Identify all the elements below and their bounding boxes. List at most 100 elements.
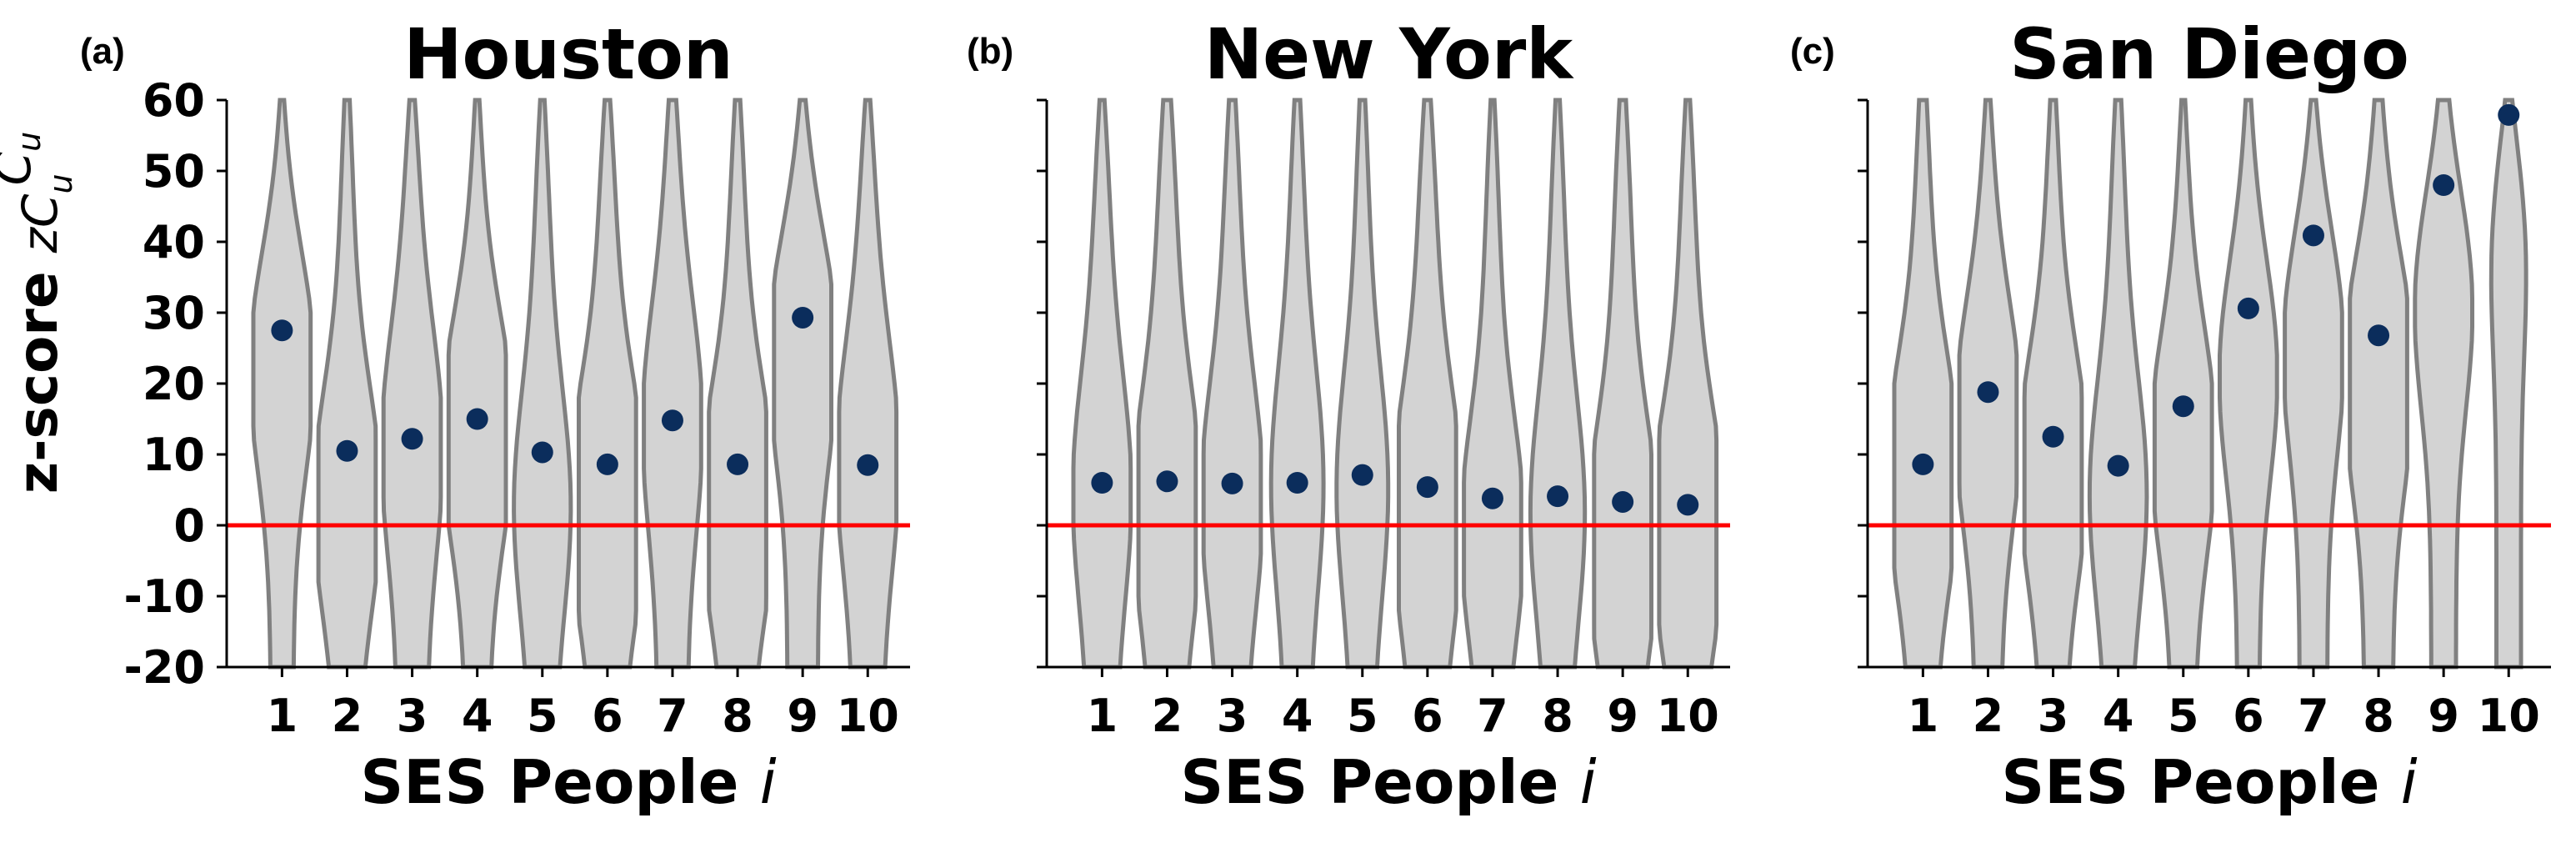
violin-9 — [1592, 98, 1653, 670]
x-tick-label: 6 — [592, 690, 623, 742]
data-point-2 — [336, 439, 358, 462]
violin-4 — [2087, 98, 2149, 670]
y-tick-label: -10 — [123, 570, 205, 623]
y-tick-label: 60 — [143, 74, 205, 127]
x-tick-label: 7 — [657, 690, 688, 742]
data-point-3 — [401, 428, 423, 450]
x-tick-label: 5 — [1347, 690, 1378, 742]
panel-2: 1 2 3 4 5 6 7 8 9 10 SES People i New York (b) — [967, 13, 1730, 817]
data-point-7 — [1481, 487, 1503, 509]
x-tick-label: 8 — [722, 690, 753, 742]
data-point-4 — [466, 408, 488, 430]
x-tick-label: 2 — [1152, 690, 1183, 742]
y-axis-label-superscript-sub: u — [11, 132, 48, 152]
x-tick-label: 7 — [2298, 690, 2329, 742]
x-tick-label: 8 — [1542, 690, 1573, 742]
violin-7 — [2283, 98, 2344, 670]
violin-2 — [316, 98, 378, 670]
x-tick-label: 3 — [397, 690, 428, 742]
y-axis-label-main: z-score — [6, 271, 70, 494]
x-tick-label: 9 — [1607, 690, 1638, 742]
panel-label: (c) — [1790, 31, 1835, 72]
x-tick-label: 5 — [2168, 690, 2199, 742]
x-axis-label: SES People i — [2001, 747, 2417, 817]
data-point-1 — [271, 319, 293, 342]
violin-9 — [2413, 98, 2474, 670]
x-tick-label: 2 — [332, 690, 363, 742]
data-point-7 — [2302, 224, 2324, 247]
violin-1 — [1892, 98, 1954, 670]
data-point-10 — [2498, 103, 2520, 126]
data-point-9 — [792, 306, 814, 329]
data-point-2 — [1156, 470, 1178, 493]
x-tick-label: 10 — [1657, 690, 1719, 742]
data-point-6 — [1416, 476, 1438, 499]
violin-8 — [707, 98, 768, 670]
data-point-9 — [1612, 490, 1634, 513]
y-tick-label: 20 — [143, 358, 205, 410]
data-point-2 — [1977, 381, 1999, 404]
x-tick-label: 9 — [2428, 690, 2459, 742]
panel-title: San Diego — [2009, 13, 2409, 95]
x-tick-label: 4 — [2103, 690, 2134, 742]
data-point-10 — [1677, 494, 1699, 516]
panel-title: New York — [1204, 13, 1574, 95]
violin-9 — [772, 98, 833, 670]
x-tick-label: 3 — [1217, 690, 1248, 742]
x-tick-label: 8 — [2363, 690, 2394, 742]
violin-1 — [251, 98, 313, 670]
data-point-5 — [531, 441, 553, 464]
x-tick-label: 10 — [837, 690, 899, 742]
violin-6 — [2218, 98, 2279, 670]
y-axis-label-subscript: u — [43, 173, 79, 193]
violin-4 — [1268, 98, 1326, 670]
y-tick-label: 30 — [143, 287, 205, 339]
x-tick-label: 9 — [787, 690, 818, 742]
x-axis-label: SES People i — [1180, 747, 1596, 817]
y-tick-label: 0 — [173, 499, 205, 552]
x-tick-label: 6 — [2233, 690, 2264, 742]
violin-7 — [642, 98, 703, 670]
violin-2 — [1136, 98, 1198, 670]
data-point-4 — [2107, 454, 2129, 477]
data-point-7 — [661, 409, 683, 432]
panel-title: Houston — [403, 13, 733, 95]
y-tick-label: 50 — [143, 145, 205, 198]
violin-1 — [1071, 98, 1133, 670]
y-tick-label: -20 — [123, 641, 205, 694]
x-tick-label: 10 — [2478, 690, 2540, 742]
x-axis-label: SES People i — [360, 747, 776, 817]
x-tick-label: 7 — [1477, 690, 1508, 742]
violin-8 — [2348, 98, 2409, 670]
violin-5 — [1334, 98, 1391, 670]
data-point-3 — [2042, 425, 2064, 448]
violin-6 — [1397, 98, 1458, 670]
data-point-6 — [2237, 297, 2259, 319]
violin-4 — [446, 98, 508, 670]
x-tick-label: 5 — [527, 690, 558, 742]
panel-1: 60 50 40 30 20 10 0 -10 -20 1 2 3 4 5 6 7 8 9 10 SES People… — [80, 13, 910, 817]
data-point-8 — [1547, 485, 1569, 508]
y-tick-label: 10 — [143, 429, 205, 481]
x-tick-label: 2 — [1973, 690, 2004, 742]
data-point-4 — [1286, 472, 1308, 494]
data-point-9 — [2433, 174, 2455, 196]
y-axis-label: z-scorezCuCu — [0, 132, 79, 494]
violin-10 — [837, 98, 899, 670]
data-point-6 — [596, 453, 618, 475]
data-point-5 — [2172, 395, 2194, 418]
x-tick-label: 1 — [1908, 690, 1939, 742]
panel-3: 1 2 3 4 5 6 7 8 9 10 SES People i San Diego (c) — [1790, 13, 2551, 817]
data-point-1 — [1912, 453, 1934, 475]
data-point-5 — [1351, 464, 1373, 486]
x-tick-label: 3 — [2038, 690, 2069, 742]
violin-5 — [2152, 98, 2214, 670]
violin-6 — [577, 98, 638, 670]
violin-8 — [1528, 98, 1588, 670]
x-tick-label: 6 — [1412, 690, 1443, 742]
violin-5 — [512, 98, 573, 670]
data-point-8 — [727, 453, 749, 475]
y-axis-label-symbol: zC — [12, 193, 68, 253]
panel-label: (b) — [967, 31, 1013, 72]
